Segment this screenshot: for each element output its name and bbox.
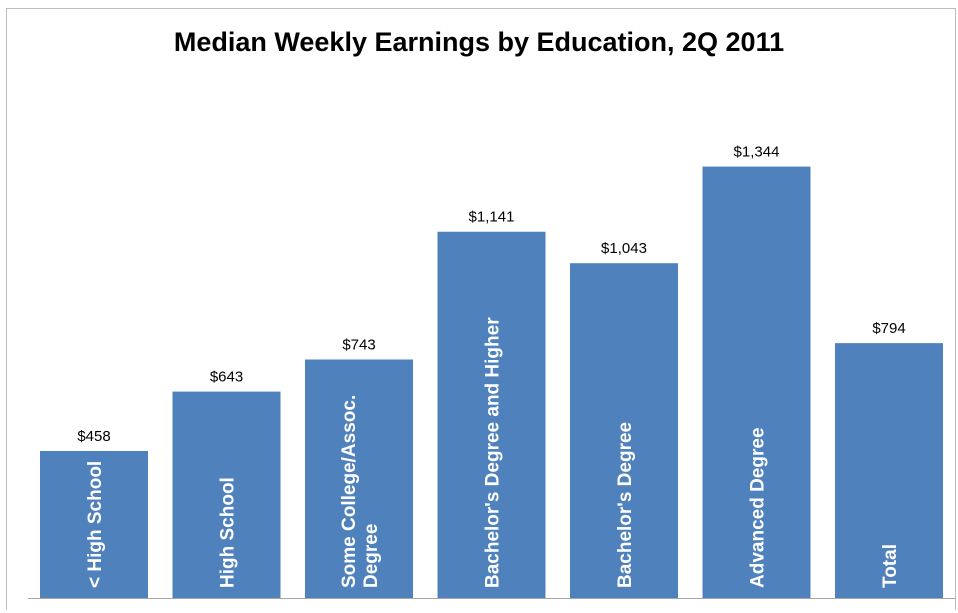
category-label-5: Advanced Degree (748, 427, 769, 588)
bar-2 (305, 359, 413, 598)
category-label-text: Some College/Assoc. (339, 395, 360, 588)
bar-5 (702, 166, 811, 599)
category-label-text: Total (880, 544, 901, 588)
bar-4 (570, 263, 678, 598)
bar-3 (437, 231, 546, 598)
category-label-0: < High School (85, 461, 106, 588)
category-label-2: Some College/Assoc. Degree (339, 395, 382, 588)
category-label-text: < High School (85, 461, 106, 588)
bar-0 (40, 450, 148, 598)
value-label-2: $743 (342, 336, 375, 353)
value-label-3: $1,141 (469, 209, 515, 226)
chart-title: Median Weekly Earnings by Education, 2Q … (173, 27, 785, 57)
category-label-text: High School (218, 477, 239, 588)
category-label-text: Bachelor's Degree and Higher (483, 317, 504, 588)
chart-frame (6, 8, 956, 610)
category-label-text: Bachelor's Degree (615, 422, 636, 588)
value-label-5: $1,344 (734, 144, 780, 161)
category-label-6: Total (880, 544, 901, 588)
category-label-text: Degree (361, 524, 382, 588)
bar-1 (172, 391, 281, 598)
bar-6 (835, 343, 943, 598)
category-label-1: High School (218, 477, 239, 588)
category-label-text: Advanced Degree (748, 427, 769, 588)
value-label-6: $794 (872, 320, 905, 337)
value-label-1: $643 (210, 369, 243, 386)
category-label-3: Bachelor's Degree and Higher (483, 317, 504, 588)
category-label-4: Bachelor's Degree (615, 422, 636, 588)
value-label-0: $458 (77, 428, 110, 445)
value-label-4: $1,043 (601, 240, 647, 257)
